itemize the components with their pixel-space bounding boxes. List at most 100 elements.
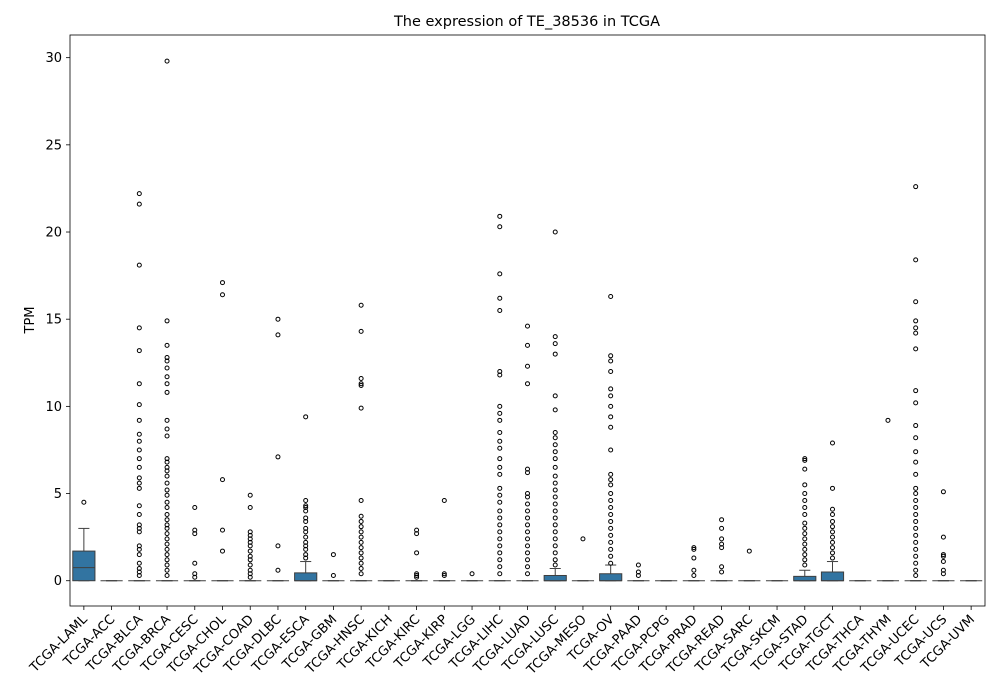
- outlier: [164, 572, 170, 578]
- outlier: [691, 567, 697, 573]
- y-tick-label: 20: [45, 226, 62, 241]
- outlier: [608, 386, 614, 392]
- outlier: [830, 545, 835, 551]
- outlier: [497, 430, 503, 436]
- outlier: [608, 532, 614, 538]
- outlier: [303, 543, 309, 549]
- outlier: [303, 534, 309, 540]
- outlier: [913, 518, 919, 524]
- outlier: [552, 351, 558, 357]
- outlier: [164, 58, 170, 64]
- outlier: [719, 564, 725, 570]
- outlier: [608, 414, 614, 420]
- outlier: [913, 498, 919, 504]
- outlier: [497, 499, 503, 505]
- y-tick-label: 15: [45, 313, 62, 328]
- outlier: [913, 546, 919, 552]
- outlier: [164, 504, 170, 510]
- outlier: [303, 546, 309, 552]
- y-tick-label: 25: [45, 138, 62, 153]
- outlier: [802, 498, 808, 504]
- outlier: [136, 191, 142, 197]
- outlier: [358, 381, 364, 387]
- outlier: [497, 410, 503, 416]
- outlier: [303, 529, 309, 535]
- outlier: [358, 560, 364, 566]
- outlier: [525, 536, 530, 542]
- y-tick-label: 30: [45, 51, 62, 66]
- outlier: [608, 546, 614, 552]
- outlier: [802, 562, 808, 568]
- outlier: [497, 529, 503, 535]
- y-tick-label: 5: [54, 487, 62, 502]
- outlier: [164, 389, 170, 395]
- outlier: [913, 325, 919, 331]
- outlier: [358, 539, 364, 545]
- outlier: [525, 571, 530, 577]
- outlier: [303, 508, 309, 514]
- y-tick-label: 0: [54, 574, 62, 589]
- outlier: [608, 353, 614, 359]
- outlier: [552, 464, 558, 470]
- outlier: [635, 562, 641, 568]
- outlier: [303, 552, 309, 558]
- outlier: [497, 536, 503, 542]
- outlier: [497, 464, 503, 470]
- outlier: [552, 543, 558, 549]
- outlier: [358, 566, 364, 572]
- outlier: [913, 567, 919, 573]
- outlier: [136, 569, 142, 575]
- outlier: [608, 471, 614, 477]
- outlier: [608, 294, 614, 300]
- outlier: [552, 501, 558, 507]
- outlier: [164, 562, 170, 568]
- outlier: [552, 480, 558, 486]
- outlier: [525, 342, 530, 348]
- outlier: [164, 355, 170, 361]
- outlier: [414, 531, 420, 537]
- outlier: [608, 525, 614, 531]
- outlier: [525, 494, 530, 500]
- outlier: [164, 536, 170, 542]
- outlier: [497, 492, 503, 498]
- outlier: [830, 550, 835, 556]
- outlier: [330, 552, 336, 558]
- outlier: [940, 552, 946, 558]
- outlier: [913, 560, 919, 566]
- outlier: [802, 541, 808, 547]
- outlier: [164, 487, 170, 493]
- outlier: [802, 456, 808, 462]
- outlier: [275, 543, 281, 549]
- outlier: [608, 504, 614, 510]
- outlier: [802, 520, 808, 526]
- outlier: [913, 511, 919, 517]
- outlier: [802, 482, 808, 488]
- outlier: [552, 229, 558, 235]
- outlier: [608, 553, 614, 559]
- outlier: [358, 302, 364, 308]
- outlier: [414, 527, 420, 533]
- outlier: [913, 553, 919, 559]
- outlier: [913, 525, 919, 531]
- outlier: [552, 494, 558, 500]
- outlier: [441, 571, 447, 577]
- outlier: [802, 546, 808, 552]
- outlier: [691, 572, 697, 578]
- outlier: [913, 318, 919, 324]
- outlier: [691, 545, 697, 551]
- outlier: [164, 511, 170, 517]
- outlier: [913, 299, 919, 305]
- outlier: [608, 498, 614, 504]
- outlier: [830, 506, 835, 512]
- outlier: [164, 525, 170, 531]
- outlier: [497, 471, 503, 477]
- outlier: [830, 511, 835, 517]
- outlier: [136, 543, 142, 549]
- outlier: [192, 560, 198, 566]
- outlier: [552, 529, 558, 535]
- outlier: [136, 546, 142, 552]
- outlier: [940, 559, 946, 565]
- outlier: [552, 456, 558, 462]
- outlier: [192, 531, 198, 537]
- outlier: [802, 525, 808, 531]
